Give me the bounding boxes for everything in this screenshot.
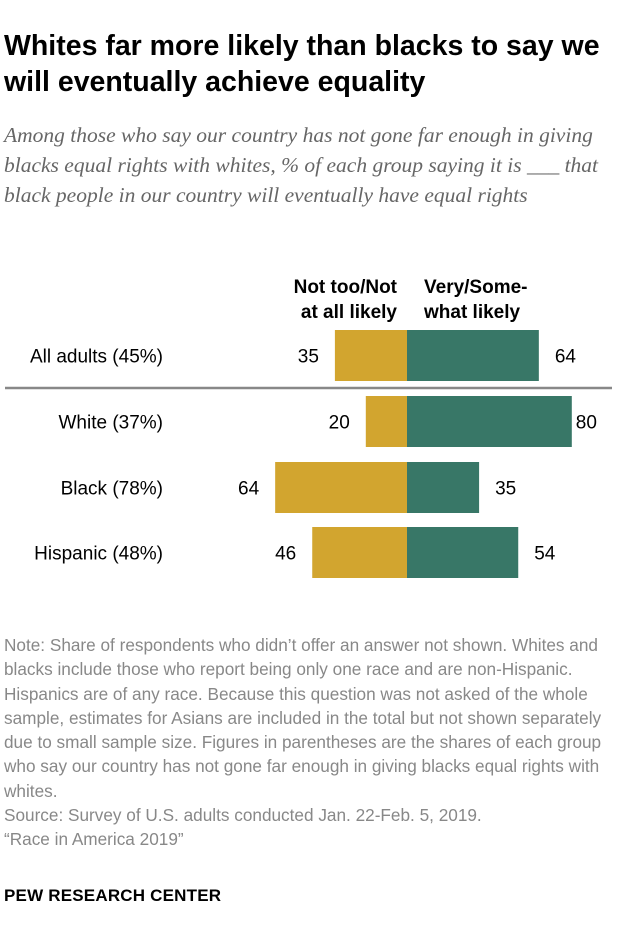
bar-not-likely xyxy=(312,527,407,578)
chart-subtitle: Among those who say our country has not … xyxy=(4,123,599,207)
source: Source: Survey of U.S. adults conducted … xyxy=(4,805,482,826)
report-title: “Race in America 2019” xyxy=(4,829,184,850)
category-label: All adults (45%) xyxy=(30,347,163,368)
data-label-not-likely: 35 xyxy=(298,347,319,368)
bar-likely xyxy=(407,527,519,578)
pew-logo: PEW RESEARCH CENTER xyxy=(4,886,222,905)
bar-not-likely xyxy=(275,462,407,513)
note: Note: Share of respondents who didn’t of… xyxy=(4,635,602,801)
bar-likely xyxy=(407,462,480,513)
data-label-not-likely: 20 xyxy=(329,413,350,434)
diverging-bar-chart: All adults (45%) 35 64 White (37%) 20 80 Black… xyxy=(5,330,612,578)
legend-right-label: Very/Some- what likely xyxy=(424,277,528,323)
bar-likely xyxy=(407,330,539,381)
bar-not-likely xyxy=(334,330,407,381)
chart-title: Whites far more likely than blacks to sa… xyxy=(4,30,600,98)
note-text: Note: Share of respondents who didn’t of… xyxy=(4,633,624,852)
bar-not-likely xyxy=(365,396,407,447)
data-label-not-likely: 46 xyxy=(275,544,296,565)
data-label-likely: 54 xyxy=(534,544,556,565)
data-label-likely: 35 xyxy=(495,479,516,500)
data-label-likely: 80 xyxy=(576,413,597,434)
legend-left-label: Not too/Not at all likely xyxy=(293,277,397,323)
category-label: Hispanic (48%) xyxy=(34,544,163,565)
data-label-not-likely: 64 xyxy=(238,479,260,500)
category-label: White (37%) xyxy=(58,413,163,434)
bar-likely xyxy=(407,396,572,447)
data-label-likely: 64 xyxy=(555,347,577,368)
category-label: Black (78%) xyxy=(61,479,163,500)
